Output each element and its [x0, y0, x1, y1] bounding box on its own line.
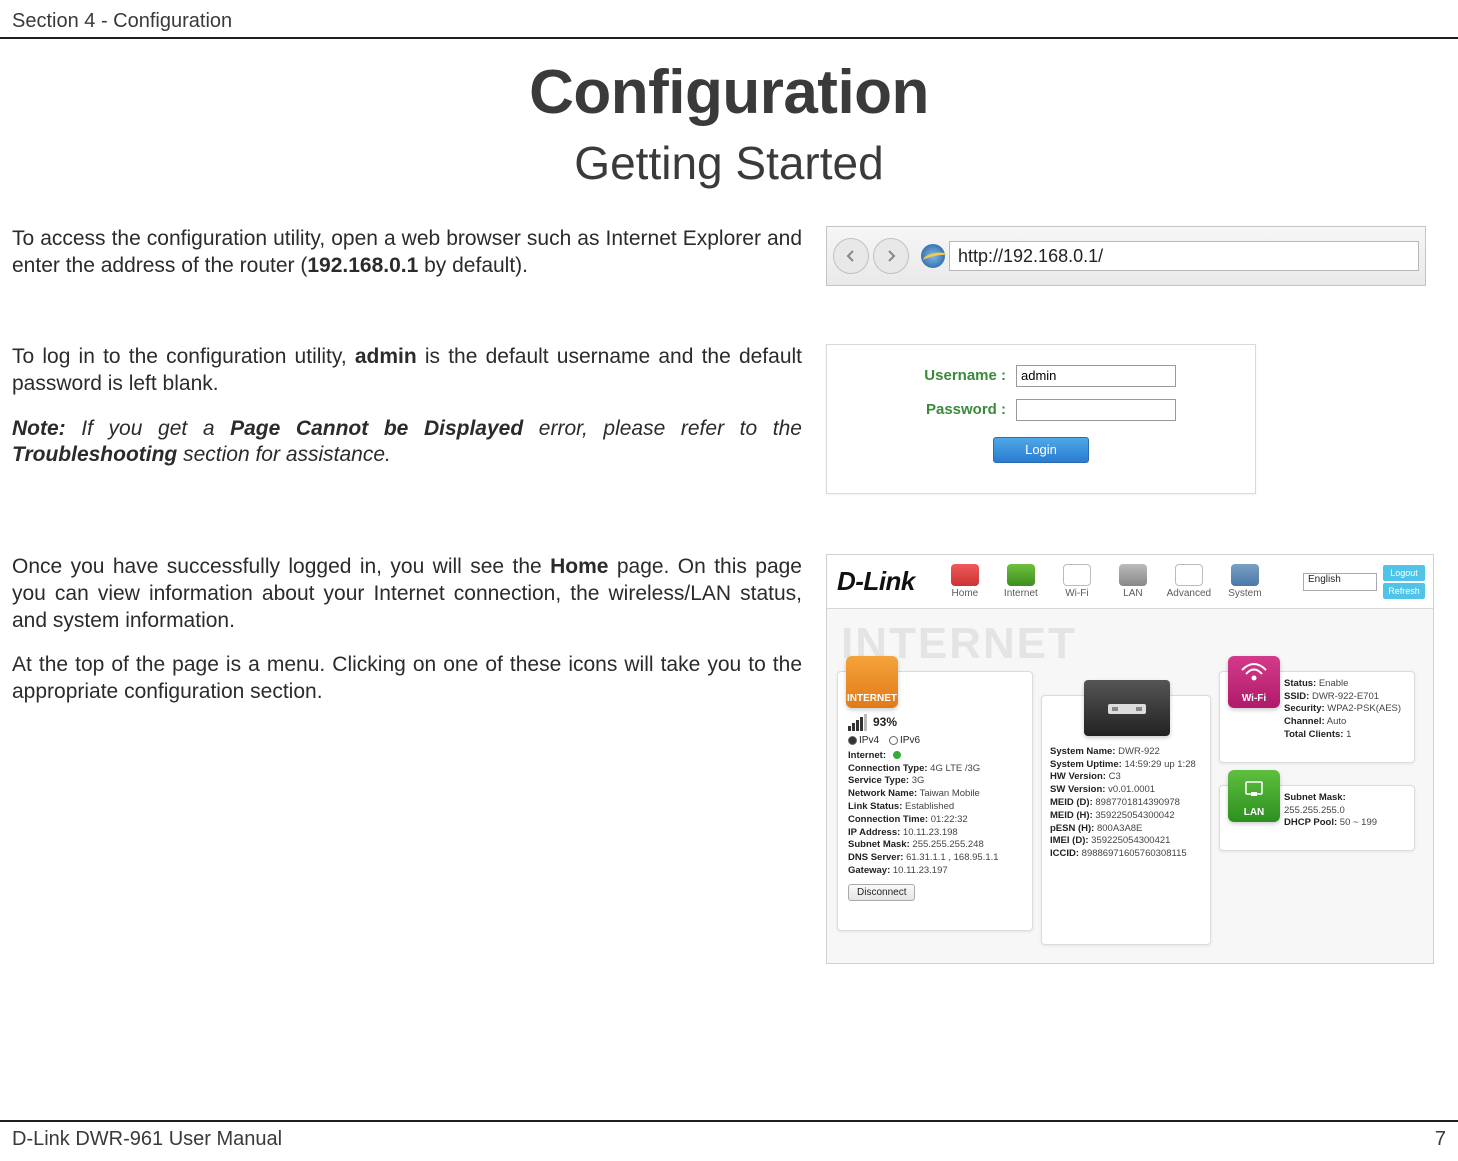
dashboard-topbar: D-Link Home Internet Wi-Fi LAN Advanced … [827, 555, 1433, 609]
lan-kv-list: Subnet Mask: 255.255.255.0 DHCP Pool: 50… [1284, 792, 1406, 830]
section-2-note: Note: If you get a Page Cannot be Displa… [12, 416, 802, 470]
dashboard-cards: INTERNET 93% IPv4 IPv6 Internet: Con [827, 615, 1433, 963]
disconnect-button[interactable]: Disconnect [848, 884, 915, 901]
signal-percent: 93% [873, 715, 897, 729]
page-header: Section 4 - Configuration [0, 0, 1458, 39]
nav-home[interactable]: Home [937, 560, 993, 603]
home-icon [951, 564, 979, 586]
ipv6-radio[interactable]: IPv6 [889, 735, 920, 746]
browser-url-text: http://192.168.0.1/ [958, 246, 1103, 267]
lan-badge: LAN [1228, 770, 1280, 822]
dashboard-nav: Home Internet Wi-Fi LAN Advanced System [937, 560, 1273, 603]
status-dot-icon [893, 751, 901, 759]
wifi-signal-icon [1240, 662, 1268, 682]
signal-bars-icon [848, 714, 867, 731]
advanced-icon [1175, 564, 1203, 586]
section-3-image: D-Link Home Internet Wi-Fi LAN Advanced … [826, 554, 1446, 964]
section-1-para: To access the configuration utility, ope… [12, 226, 802, 280]
lan-icon [1119, 564, 1147, 586]
radio-icon [889, 736, 898, 745]
login-box-mock: Username : Password : Login [826, 344, 1256, 494]
router-icon [1102, 694, 1152, 720]
title-block: Configuration Getting Started [12, 57, 1446, 190]
internet-card: INTERNET 93% IPv4 IPv6 Internet: Con [837, 671, 1033, 931]
signal-row: 93% [848, 714, 1022, 731]
internet-kv-list: Internet: Connection Type: 4G LTE /3G Se… [848, 750, 1022, 878]
ipv4-radio[interactable]: IPv4 [848, 735, 879, 746]
section-2-para: To log in to the configuration utility, … [12, 344, 802, 398]
nav-lan[interactable]: LAN [1105, 560, 1161, 603]
section-3-para2: At the top of the page is a menu. Clicki… [12, 652, 802, 706]
section-label: Section 4 - Configuration [12, 10, 232, 33]
username-input[interactable] [1016, 365, 1176, 387]
nav-internet[interactable]: Internet [993, 560, 1049, 603]
lan-card: LAN Subnet Mask: 255.255.255.0 DHCP Pool… [1219, 785, 1415, 851]
nav-wifi[interactable]: Wi-Fi [1049, 560, 1105, 603]
default-username: admin [355, 345, 417, 368]
topbar-right-controls: English Logout Refresh [1303, 565, 1425, 599]
home-page-ref: Home [550, 555, 608, 578]
default-ip: 192.168.0.1 [307, 254, 418, 277]
wifi-icon [1063, 564, 1091, 586]
nav-advanced[interactable]: Advanced [1161, 560, 1217, 603]
lan-plug-icon [1243, 778, 1265, 800]
radio-icon [848, 736, 857, 745]
router-badge [1084, 680, 1170, 736]
arrow-left-icon [844, 249, 858, 263]
section-1-image: http://192.168.0.1/ [826, 226, 1446, 298]
section-1: To access the configuration utility, ope… [12, 226, 1446, 298]
section-2: To log in to the configuration utility, … [12, 344, 1446, 494]
page-title-h2: Getting Started [12, 136, 1446, 190]
browser-bar-mock: http://192.168.0.1/ [826, 226, 1426, 286]
section-2-image: Username : Password : Login [826, 344, 1446, 494]
arrow-right-icon [884, 249, 898, 263]
ip-version-radios: IPv4 IPv6 [848, 735, 1022, 746]
wifi-kv-list: Status: Enable SSID: DWR-922-E701 Securi… [1284, 678, 1406, 742]
system-icon [1231, 564, 1259, 586]
username-label: Username : [906, 367, 1006, 384]
password-input[interactable] [1016, 399, 1176, 421]
page-footer: D-Link DWR-961 User Manual 7 [0, 1120, 1458, 1151]
refresh-button[interactable]: Refresh [1383, 583, 1425, 599]
section-3-text: Once you have successfully logged in, yo… [12, 554, 802, 964]
dlink-logo: D-Link [837, 566, 915, 597]
router-kv-list: System Name: DWR-922 System Uptime: 14:5… [1050, 746, 1202, 861]
login-password-row: Password : [853, 399, 1229, 421]
wifi-badge: Wi-Fi [1228, 656, 1280, 708]
dashboard-mock: D-Link Home Internet Wi-Fi LAN Advanced … [826, 554, 1434, 964]
footer-page-number: 7 [1435, 1128, 1446, 1151]
internet-explorer-icon [921, 244, 945, 268]
topbar-pill-buttons: Logout Refresh [1383, 565, 1425, 599]
browser-back-button[interactable] [833, 238, 869, 274]
router-card: System Name: DWR-922 System Uptime: 14:5… [1041, 695, 1211, 945]
section-3-para1: Once you have successfully logged in, yo… [12, 554, 802, 635]
footer-left: D-Link DWR-961 User Manual [12, 1128, 282, 1151]
main-content: Configuration Getting Started To access … [0, 57, 1458, 964]
section-2-text: To log in to the configuration utility, … [12, 344, 802, 494]
browser-forward-button[interactable] [873, 238, 909, 274]
section-3: Once you have successfully logged in, yo… [12, 554, 1446, 964]
password-label: Password : [906, 401, 1006, 418]
browser-url-field[interactable]: http://192.168.0.1/ [949, 241, 1419, 271]
section-1-text: To access the configuration utility, ope… [12, 226, 802, 298]
globe-icon [1007, 564, 1035, 586]
page-title-h1: Configuration [12, 57, 1446, 128]
nav-system[interactable]: System [1217, 560, 1273, 603]
login-button[interactable]: Login [993, 437, 1089, 463]
right-card-stack: Wi-Fi Status: Enable SSID: DWR-922-E701 … [1219, 671, 1415, 953]
wifi-card: Wi-Fi Status: Enable SSID: DWR-922-E701 … [1219, 671, 1415, 763]
login-username-row: Username : [853, 365, 1229, 387]
internet-badge: INTERNET [846, 656, 898, 708]
language-select[interactable]: English [1303, 573, 1377, 591]
logout-button[interactable]: Logout [1383, 565, 1425, 581]
